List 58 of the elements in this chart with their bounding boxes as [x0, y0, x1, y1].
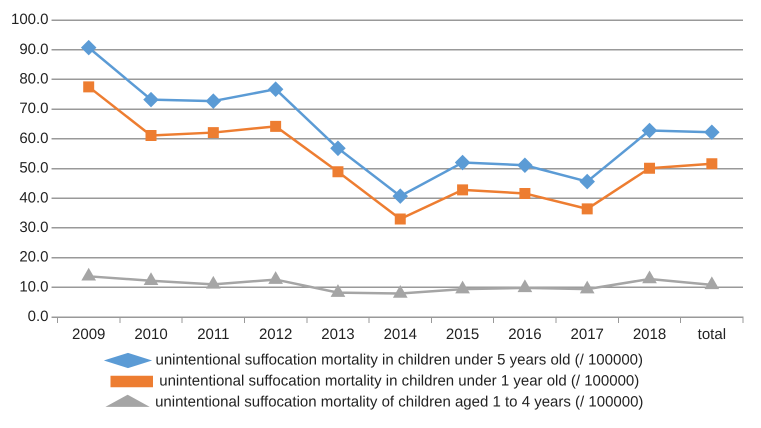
point	[706, 158, 718, 170]
x-tick-label: 2015	[446, 326, 480, 344]
y-tick-label: 70.0	[19, 100, 49, 118]
x-tick-label: total	[698, 326, 726, 344]
point	[643, 272, 656, 284]
point	[704, 125, 720, 140]
point	[332, 285, 344, 297]
y-tick-label: 60.0	[19, 130, 49, 147]
y-tick-label: 30.0	[19, 219, 49, 236]
legend-label: unintentional suffocation mortality of children aged 1 to 4 years (/ 100000)	[155, 394, 644, 411]
point	[582, 203, 593, 214]
point	[580, 282, 594, 294]
point	[642, 123, 657, 138]
point	[83, 81, 94, 92]
x-tick-label: 2016	[508, 326, 542, 344]
point	[644, 162, 656, 174]
point	[394, 286, 407, 298]
point	[144, 274, 158, 286]
point	[268, 82, 283, 96]
point	[580, 174, 594, 189]
legend-label: unintentional suffocation mortality in children under 1 year old (/ 100000)	[159, 372, 640, 390]
point	[332, 166, 344, 178]
point	[456, 282, 470, 294]
point	[206, 277, 220, 289]
x-tick-label: 2017	[570, 326, 604, 344]
x-tick-label: 2014	[384, 326, 417, 344]
point	[394, 214, 406, 224]
point	[81, 40, 96, 55]
y-tick-label: 80.0	[19, 70, 49, 88]
point	[705, 278, 718, 290]
x-tick-label: 2011	[197, 326, 230, 344]
legend-label: unintentional suffocation mortality in children under 5 years old (/ 100000)	[155, 352, 644, 369]
point	[393, 188, 408, 204]
point	[518, 158, 532, 172]
y-tick-label: 0.0	[28, 308, 49, 326]
y-tick-label: 40.0	[19, 189, 49, 206]
point	[519, 188, 530, 199]
y-tick-label: 90.0	[19, 40, 49, 58]
point	[206, 94, 221, 108]
point	[82, 269, 96, 281]
point	[457, 184, 468, 196]
x-tick-label: 2009	[72, 326, 106, 344]
x-tick-label: 2010	[134, 326, 168, 344]
point	[144, 92, 158, 107]
point	[269, 272, 282, 284]
y-tick-label: 10.0	[19, 278, 49, 296]
point	[146, 130, 156, 142]
x-tick-label: 2012	[258, 326, 292, 344]
y-tick-label: 50.0	[19, 160, 49, 177]
point	[270, 120, 282, 132]
point	[455, 155, 470, 170]
y-tick-label: 100.0	[10, 11, 49, 28]
point	[208, 127, 219, 138]
point	[518, 280, 532, 292]
y-tick-label: 20.0	[19, 248, 49, 266]
x-tick-label: 2018	[632, 326, 666, 344]
point	[330, 141, 346, 156]
x-tick-label: 2013	[321, 326, 355, 344]
